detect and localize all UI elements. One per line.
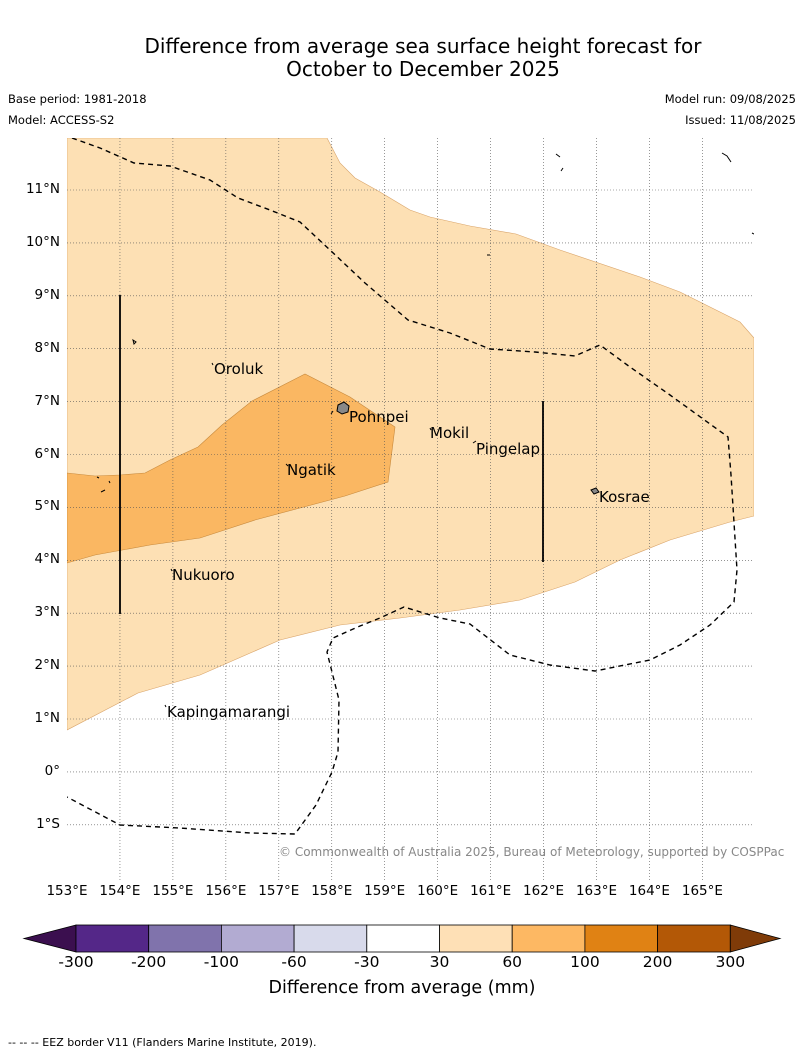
latitude-label: 1°S [36, 815, 60, 832]
colorbar-tick-label: -100 [203, 953, 239, 971]
longitude-label: 153°E [46, 883, 88, 899]
kosrae-island [590, 487, 600, 495]
colorbar-segment [366, 924, 440, 953]
issued-text: Issued: 11/08/2025 [685, 113, 796, 127]
anomaly-region-60-100 [67, 373, 396, 564]
latitude-label: 10°N [25, 233, 60, 250]
place-oroluk: Oroluk [214, 360, 264, 378]
latitude-label: 5°N [34, 498, 60, 515]
model-text: Model: ACCESS-S2 [8, 113, 115, 127]
pohnpei-island [336, 401, 350, 415]
colorbar-tick-label: 300 [715, 953, 746, 971]
place-ngatik: Ngatik [287, 461, 336, 479]
longitude-label: 156°E [205, 883, 247, 899]
colorbar-tick-label: -60 [281, 953, 307, 971]
colorbar-tick-label: -300 [58, 953, 94, 971]
model-run-text: Model run: 09/08/2025 [664, 92, 796, 106]
colorbar-extend-high [729, 924, 782, 953]
latitude-label: 3°N [34, 604, 60, 621]
longitude-label: 164°E [628, 883, 670, 899]
chart-title-line2: October to December 2025 [286, 57, 560, 81]
longitude-label: 165°E [681, 883, 723, 899]
base-period-text: Base period: 1981-2018 [8, 92, 147, 106]
colorbar-extend-low [22, 924, 77, 953]
latitude-label: 11°N [25, 181, 60, 197]
colorbar-tick-label: -30 [354, 953, 380, 971]
latitude-label: 0° [44, 762, 60, 779]
colorbar-segment [148, 924, 222, 953]
longitude-label: 163°E [575, 883, 618, 899]
place-kosrae: Kosrae [599, 488, 650, 506]
colorbar-segment [293, 924, 368, 953]
latitude-label: 6°N [34, 445, 60, 462]
colorbar-segment [75, 924, 150, 953]
latitude-label: 9°N [34, 286, 60, 303]
colorbar-segment [584, 924, 659, 953]
colorbar-segment [657, 924, 731, 953]
colorbar-segment [511, 924, 586, 953]
anomaly-region-30-60 [67, 138, 754, 731]
copyright-notice: © Commonwealth of Australia 2025, Bureau… [279, 845, 785, 859]
longitude-label: 155°E [152, 883, 194, 899]
latitude-label: 1°N [34, 710, 60, 726]
islet-markers [96, 152, 754, 708]
colorbar-segment [220, 924, 295, 953]
colorbar-label: Difference from average (mm) [268, 978, 536, 998]
longitude-label: 160°E [417, 883, 459, 899]
colorbar-tick-label: 100 [570, 953, 600, 971]
graticule [67, 138, 754, 880]
place-mokil: Mokil [430, 424, 470, 442]
colorbar-segment [439, 924, 513, 953]
longitude-label: 159°E [364, 883, 406, 899]
place-pingelap: Pingelap [476, 440, 541, 458]
longitude-label: 161°E [470, 883, 512, 899]
colorbar-tick-label: 60 [502, 953, 523, 971]
longitude-label: 157°E [258, 883, 300, 899]
place-kapingamarangi: Kapingamarangi [167, 703, 291, 721]
longitude-label: 154°E [99, 883, 141, 899]
latitude-label: 7°N [34, 392, 60, 409]
place-nukuoro: Nukuoro [172, 566, 235, 584]
latitude-label: 4°N [34, 551, 60, 568]
latitude-label: 8°N [34, 339, 60, 356]
place-pohnpei: Pohnpei [349, 408, 409, 426]
eez-footnote: -- -- -- EEZ border V11 (Flanders Marine… [8, 1036, 317, 1049]
longitude-label: 162°E [523, 883, 565, 899]
colorbar-tick-label: 30 [429, 953, 450, 971]
longitude-label: 158°E [311, 883, 353, 899]
eez-border-north [67, 138, 738, 835]
colorbar-tick-label: -200 [131, 953, 167, 971]
latitude-label: 2°N [34, 657, 60, 674]
chart-title-line1: Difference from average sea surface heig… [144, 34, 702, 58]
colorbar-tick-label: 200 [642, 953, 673, 971]
colorbar [22, 924, 782, 953]
